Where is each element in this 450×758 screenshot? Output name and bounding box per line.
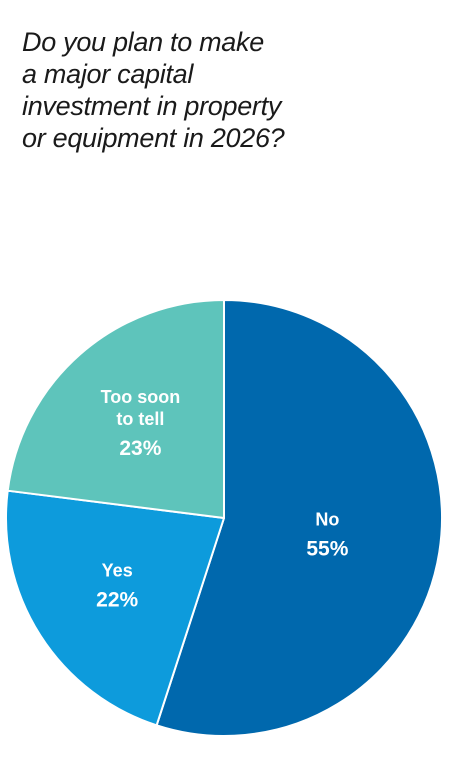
slice-category-label: Too soon	[101, 387, 181, 407]
chart-title-line: a major capital	[22, 59, 194, 89]
slice-value-label: 22%	[96, 589, 138, 612]
pie-slice-too-soon-to-tell	[6, 299, 225, 519]
chart-title-line: or equipment in 2026?	[22, 123, 285, 153]
slice-value-label: 23%	[119, 437, 161, 460]
chart-title: Do you plan to make a major capital inve…	[22, 26, 432, 154]
slice-category-label: to tell	[116, 409, 164, 429]
chart-title-line: investment in property	[22, 91, 282, 121]
slice-category-label: No	[315, 509, 339, 529]
slice-value-label: 55%	[306, 537, 348, 560]
pie-slice-yes	[5, 489, 225, 727]
chart-title-line: Do you plan to make	[22, 27, 264, 57]
pie-slice-no	[155, 299, 443, 737]
slice-category-label: Yes	[102, 561, 133, 581]
